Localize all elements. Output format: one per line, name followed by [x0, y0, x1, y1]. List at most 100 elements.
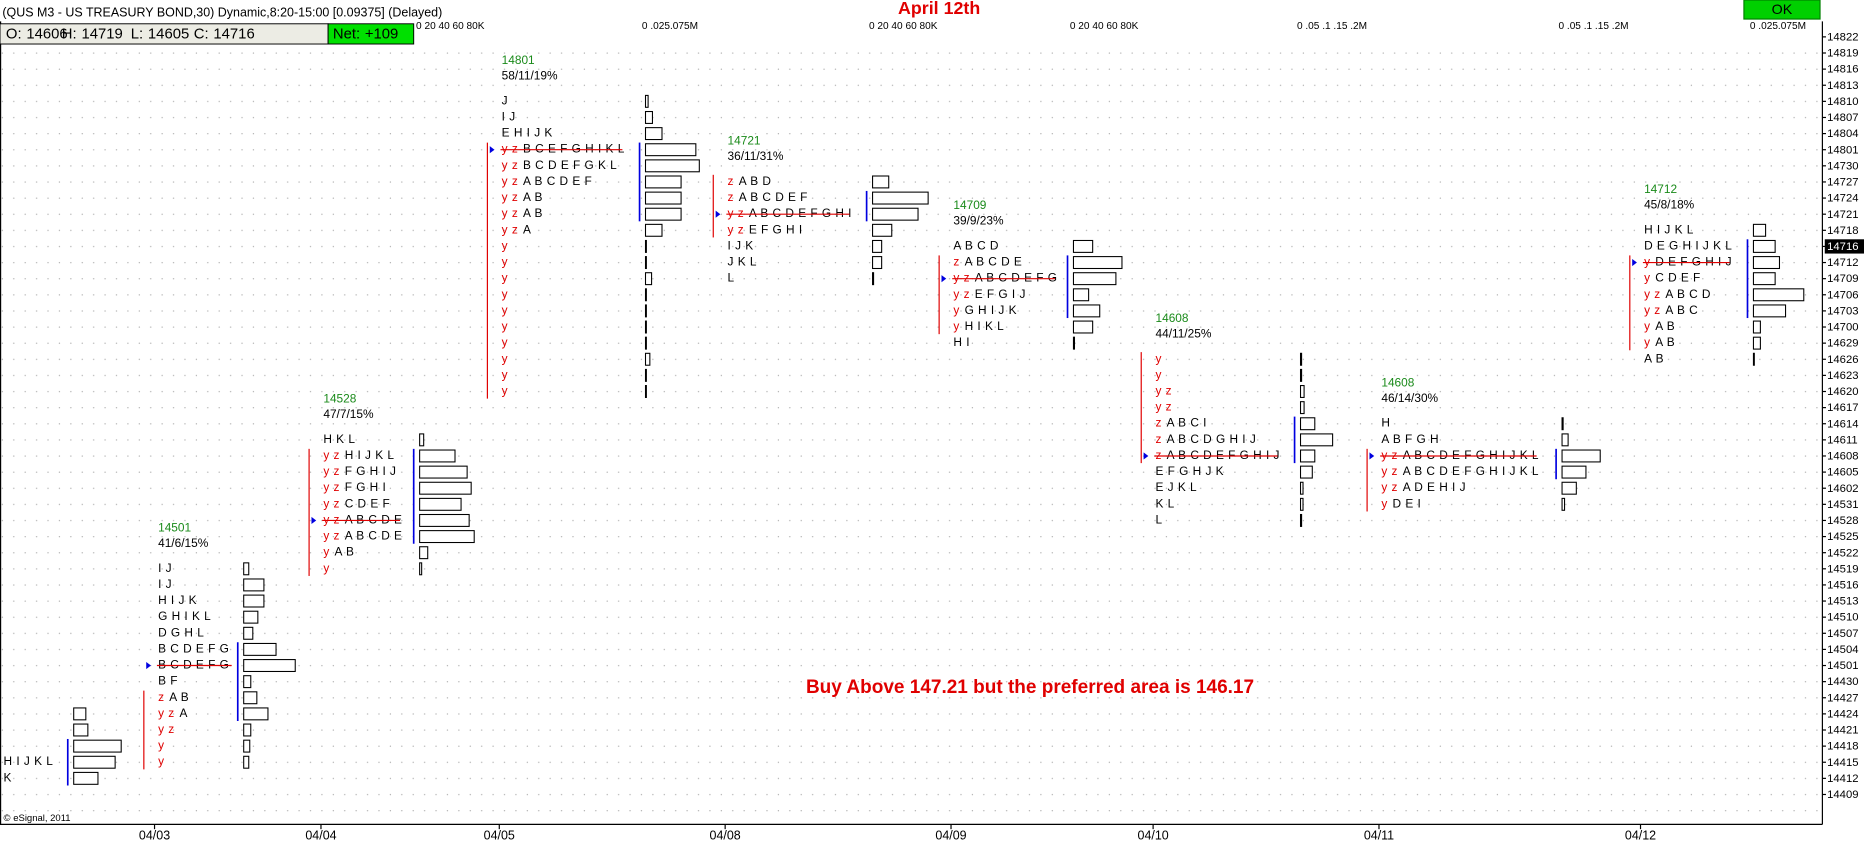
price-label: 14531: [1827, 499, 1858, 511]
tpo-overnight: y z: [323, 480, 340, 494]
volume-bar: [644, 288, 647, 302]
tpo-day: L: [1155, 513, 1162, 527]
tpo-day: E F G H I: [749, 222, 803, 236]
price-label: 14700: [1827, 322, 1858, 334]
ok-button[interactable]: [1743, 0, 1821, 20]
tpo-day: A B C D E: [965, 255, 1023, 269]
tpo-row: y: [502, 287, 508, 301]
volume-bar: [243, 642, 277, 656]
tpo-overnight: y: [953, 319, 959, 333]
volume-bar: [644, 191, 682, 205]
profile-poc-price: 14801: [502, 53, 535, 67]
ohlc-item: H: 14719: [62, 26, 123, 42]
price-label: 14427: [1827, 692, 1858, 704]
volume-bar: [644, 336, 647, 350]
price-label: 14611: [1827, 434, 1858, 446]
price-label: 14418: [1827, 741, 1858, 753]
ohlc-label: L:: [131, 26, 143, 42]
tpo-row: y: [502, 255, 508, 269]
tpo-overnight: y z: [1381, 480, 1398, 494]
tpo-row: y: [323, 561, 329, 575]
volume-bar: [644, 320, 647, 334]
tpo-day: H K L: [323, 432, 355, 446]
tpo-day: D E F G H I J: [1655, 255, 1732, 269]
tpo-overnight: z: [953, 255, 959, 269]
tpo-overnight: y z: [323, 529, 340, 543]
tpo-overnight: y z: [1644, 303, 1661, 317]
tpo-day: H I J K: [158, 593, 197, 607]
tpo-row: A B F G H: [1381, 432, 1439, 446]
tpo-row: L: [728, 271, 735, 285]
price-label: 14504: [1827, 644, 1858, 656]
tpo-overnight: y z: [502, 206, 519, 220]
volume-bar: [1072, 272, 1117, 286]
volume-scale: 0 20 40 60 80K: [869, 21, 938, 32]
volume-bar: [1072, 288, 1090, 302]
profile-stats: 44/11/25%: [1155, 326, 1211, 340]
tpo-day: A B F G H: [1381, 432, 1439, 446]
ohlc-item: C: 14716: [194, 26, 255, 42]
volume-bar: [1561, 465, 1587, 479]
volume-bar: [243, 755, 250, 769]
price-label: 14822: [1827, 31, 1858, 43]
volume-bar: [872, 223, 893, 237]
tpo-day: I J: [158, 561, 172, 575]
tpo-row: E H I J K: [502, 126, 553, 140]
tpo-day: A B C I: [1167, 416, 1207, 430]
volume-scale: 0 .025.075M: [1750, 21, 1806, 32]
price-label: 14522: [1827, 547, 1858, 559]
volume-bar: [872, 207, 919, 221]
price-label: 14620: [1827, 386, 1858, 398]
net-value: +109: [365, 26, 398, 42]
price-label: 14727: [1827, 177, 1858, 189]
tpo-day: H I J K L: [345, 448, 395, 462]
tpo-row: y: [502, 384, 508, 398]
volume-bar: [1299, 401, 1305, 415]
price-label: 14415: [1827, 757, 1858, 769]
poc-arrow: [146, 661, 151, 670]
volume-scale: 0 20 40 60 80K: [416, 21, 485, 32]
volume-bar: [1752, 223, 1767, 237]
price-label: 14706: [1827, 289, 1858, 301]
tpo-overnight: y z: [1155, 384, 1172, 398]
tpo-day: D E I: [1393, 496, 1422, 510]
poc-arrow: [311, 516, 317, 525]
volume-bar: [644, 159, 700, 173]
date-label: 04/04: [305, 829, 336, 843]
tpo-day: J: [502, 93, 508, 107]
ok-label[interactable]: OK: [1772, 2, 1793, 18]
last-price-box: [1824, 239, 1864, 254]
volume-bar: [73, 723, 89, 737]
tpo-row: L: [1155, 513, 1162, 527]
volume-scale: 0 .025.075M: [642, 21, 698, 32]
volume-bar: [243, 594, 265, 608]
profile-poc-price: 14712: [1644, 182, 1677, 196]
price-label: 14430: [1827, 676, 1858, 688]
date-label: 04/10: [1138, 829, 1169, 843]
price-label: 14721: [1827, 209, 1858, 221]
chart-title: April 12th: [898, 0, 980, 18]
volume-bar: [1752, 272, 1776, 286]
tpo-overnight: z: [158, 690, 164, 704]
volume-bar: [644, 110, 653, 124]
tpo-day: C D E F: [345, 496, 391, 510]
tpo-row: H: [1381, 416, 1390, 430]
tpo-day: E F G H J K: [1155, 464, 1224, 478]
volume-bar: [1299, 368, 1303, 382]
volume-bar: [1752, 304, 1787, 318]
tpo-overnight: y: [502, 319, 508, 333]
price-label: 14712: [1827, 257, 1858, 269]
volume-bar: [644, 207, 682, 221]
date-label: 04/12: [1625, 829, 1656, 843]
tpo-overnight: y: [323, 545, 329, 559]
tpo-overnight: y: [502, 351, 508, 365]
tpo-overnight: y z: [502, 142, 519, 156]
